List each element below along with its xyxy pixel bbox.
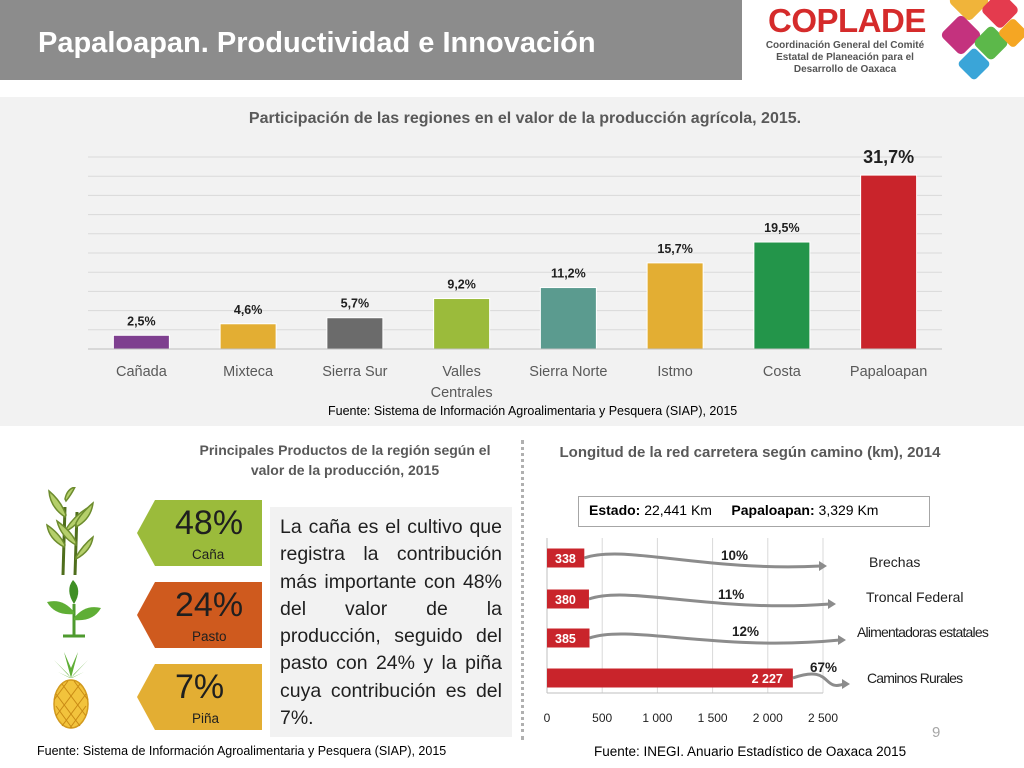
product-name: Piña <box>192 711 220 726</box>
share-label: 10% <box>721 548 748 563</box>
data-label: 5,7% <box>341 297 370 311</box>
product-card-pina: 7% Piña <box>137 664 262 730</box>
logo-name: COPLADE <box>768 2 926 39</box>
category-label: Mixteca <box>223 364 274 380</box>
plant-icon <box>47 580 101 638</box>
roads-source: Fuente: INEGI. Anuario Estadístico de Oa… <box>594 744 907 759</box>
product-name: Pasto <box>192 629 227 644</box>
regions-chart-source: Fuente: Sistema de Información Agroalime… <box>328 404 738 418</box>
category-label: Sierra Sur <box>322 364 387 380</box>
tick-label: 500 <box>592 711 612 725</box>
logo-subtitle: Coordinación General del Comité Estatal … <box>765 40 925 75</box>
data-label: 2 227 <box>752 672 783 686</box>
section-divider <box>521 440 524 740</box>
tick-label: 2 000 <box>753 711 783 725</box>
data-label: 15,7% <box>657 242 692 256</box>
coplade-logo: COPLADE Coordinación General del Comité … <box>742 0 1024 80</box>
arrow-head-icon <box>819 561 827 571</box>
products-source: Fuente: Sistema de Información Agroalime… <box>37 744 447 758</box>
bar <box>646 262 704 350</box>
bar <box>547 589 589 609</box>
data-label: 338 <box>555 552 576 566</box>
papaloapan-label: Papaloapan: <box>731 502 815 518</box>
page-number: 9 <box>932 724 941 741</box>
product-percent: 24% <box>175 586 244 624</box>
tick-label: 2 500 <box>808 711 838 725</box>
regions-chart-panel: Participación de las regiones en el valo… <box>0 97 1024 426</box>
pineapple-icon <box>53 652 89 729</box>
sugarcane-icon <box>46 487 95 576</box>
wave-arrow <box>589 632 841 645</box>
data-label: 2,5% <box>127 314 156 328</box>
roads-chart-title: Longitud de la red carretera según camin… <box>559 444 941 461</box>
bar <box>547 668 793 688</box>
product-card-cana: 48% Caña <box>137 500 262 566</box>
share-label: 11% <box>718 587 744 602</box>
estado-label: Estado: <box>589 502 641 518</box>
product-percent: 7% <box>175 668 225 706</box>
logo-mark-icon <box>941 0 1024 80</box>
arrow-head-icon <box>838 635 846 645</box>
category-label: Papaloapan <box>850 364 927 380</box>
road-category-label: Troncal Federal <box>866 589 964 605</box>
data-label: 19,5% <box>764 221 799 235</box>
roads-total-box: Estado: 22,441 Km Papaloapan: 3,329 Km <box>578 496 930 527</box>
data-label: 31,7% <box>863 147 914 167</box>
category-label: Istmo <box>657 364 692 380</box>
tick-label: 1 500 <box>698 711 728 725</box>
bar <box>539 287 597 350</box>
category-label: Centrales <box>431 385 493 401</box>
bar <box>547 548 585 568</box>
data-label: 380 <box>555 593 576 607</box>
arrow-head-icon <box>828 599 836 609</box>
share-label: 67% <box>810 660 837 675</box>
data-label: 385 <box>555 632 576 646</box>
tick-label: 1 000 <box>642 711 672 725</box>
wave-arrow <box>792 672 845 687</box>
product-card-pasto: 24% Pasto <box>137 582 262 648</box>
category-label: Valles <box>442 364 480 380</box>
product-percent: 48% <box>175 504 244 542</box>
data-label: 9,2% <box>447 278 476 292</box>
data-label: 4,6% <box>234 303 263 317</box>
papaloapan-value: 3,329 Km <box>818 502 879 518</box>
bar <box>753 241 811 350</box>
wave-arrow <box>588 593 831 608</box>
regions-bar-chart: 2,5% Cañada 4,6% Mixteca 5,7% Sierra Sur 9,2% V… <box>88 147 942 401</box>
category-label: Cañada <box>116 364 168 380</box>
regions-chart-title: Participación de las regiones en el valo… <box>248 110 802 127</box>
road-category-label: Alimentadoras estatales <box>857 624 989 640</box>
arrow-head-icon <box>842 679 850 689</box>
bar <box>433 298 491 350</box>
product-name: Caña <box>192 547 225 562</box>
share-label: 12% <box>732 624 759 639</box>
header-bar: Papaloapan. Productividad e Innovación <box>0 0 742 80</box>
road-category-label: Caminos Rurales <box>867 670 963 686</box>
page-title: Papaloapan. Productividad e Innovación <box>38 27 596 59</box>
products-description: La caña es el cultivo que registra la co… <box>270 507 512 737</box>
tick-label: 0 <box>544 711 551 725</box>
bar <box>219 323 277 350</box>
bar <box>547 628 590 648</box>
category-label: Sierra Norte <box>529 364 607 380</box>
road-category-label: Brechas <box>869 554 921 570</box>
products-title: Principales Productos de la región según… <box>199 442 491 478</box>
estado-value: 22,441 Km <box>644 502 712 518</box>
category-label: Costa <box>763 364 802 380</box>
bar <box>860 174 918 350</box>
wave-arrow <box>583 552 822 569</box>
data-label: 11,2% <box>551 267 586 281</box>
